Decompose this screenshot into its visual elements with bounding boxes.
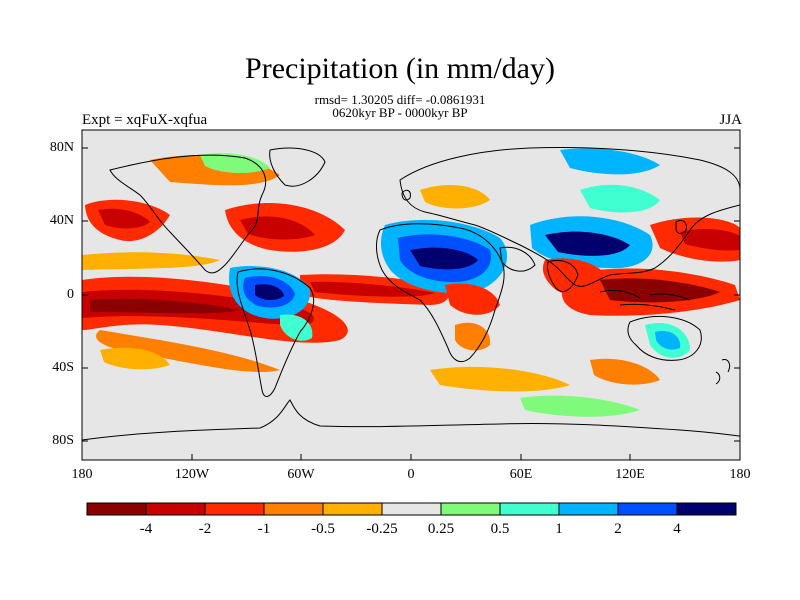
colorbar-box (381, 502, 442, 516)
southern-ocean-green (520, 395, 640, 417)
pacific-orange-south (96, 330, 280, 372)
colorbar-label: 0.25 (427, 521, 455, 537)
south-pacific-yellow (100, 347, 170, 370)
colorbar-box (322, 502, 383, 516)
lon-tick-180w: 180 (71, 467, 93, 482)
colorbar-box (440, 502, 501, 516)
maritime-dry-core (600, 278, 720, 303)
lat-tick-80n: 80N (49, 140, 74, 155)
japan-coast (675, 219, 687, 235)
lat-tick-80s: 80S (52, 433, 74, 448)
lat-tick-0: 0 (67, 287, 74, 302)
maritime-islands-coast (599, 289, 691, 311)
colorbar-label: -4 (139, 521, 153, 537)
colorbar-label: 2 (614, 521, 622, 537)
stats-period: 0620kyr BP - 0000kyr BP (332, 105, 468, 120)
south-america-coast (236, 268, 315, 397)
uk-coast (401, 189, 411, 201)
new-zealand-coast (715, 359, 731, 385)
colorbar-box (499, 502, 560, 516)
coastlines (82, 147, 740, 441)
stats-rmsd-diff: rmsd= 1.30205 diff= -0.0861931 (314, 92, 486, 107)
greenland-coast (269, 147, 326, 187)
north-asia-cyan (580, 184, 660, 213)
anomaly-fields (82, 148, 740, 417)
colorbar-box (86, 502, 147, 516)
colorbar-box (676, 502, 737, 516)
south-atlantic-orange (430, 366, 570, 392)
south-america-cyan (280, 314, 313, 341)
central-africa-dry (445, 283, 500, 315)
eurasia-coast (399, 147, 740, 287)
amazon-wet-core (255, 284, 284, 301)
stats-block: rmsd= 1.30205 diff= -0.0861931 0620kyr B… (0, 93, 800, 119)
colorbar-box (558, 502, 619, 516)
colorbar-label: -0.5 (311, 521, 335, 537)
arabia-coast (499, 246, 536, 272)
west-pacific-dry-core (680, 229, 740, 251)
lon-tick-120e: 120E (615, 467, 645, 482)
colorbar-box (617, 502, 678, 516)
lon-tick-60w: 60W (287, 467, 315, 482)
lon-tick-180e: 180 (729, 467, 751, 482)
north-america-coast (109, 154, 267, 274)
colorbar-box (145, 502, 206, 516)
pacific-dry-core (90, 298, 240, 314)
colorbar-label: 0.5 (490, 521, 510, 537)
colorbar-box (263, 502, 324, 516)
asia-wet-core (545, 231, 630, 256)
south-indian-orange (590, 358, 660, 385)
colorbar-label: -2 (198, 521, 212, 537)
colorbar-label: 4 (673, 521, 681, 537)
north-canada-green (200, 153, 270, 174)
lon-tick-0: 0 (407, 467, 415, 482)
colorbar-label: 1 (555, 521, 563, 537)
colorbar-box (204, 502, 265, 516)
season-label: JJA (719, 112, 742, 128)
pacific-yellow-north (82, 252, 220, 270)
atlantic-dry-core (310, 281, 435, 297)
colorbar (86, 502, 737, 516)
map-title: Precipitation (in mm/day) (245, 52, 555, 85)
colorbar-label: -1 (257, 521, 271, 537)
india-coast (547, 260, 579, 292)
axis-ticks (81, 147, 741, 460)
lon-tick-120w: 120W (174, 467, 210, 482)
lat-tick-40n: 40N (49, 213, 74, 228)
north-pacific-dry-core (98, 208, 150, 229)
colorbar-label: -0.25 (366, 521, 398, 537)
antarctica-coast (82, 399, 740, 441)
experiment-label: Expt = xqFuX-xqfua (82, 112, 208, 128)
lon-tick-60e: 60E (509, 467, 533, 482)
australia-coast (627, 316, 702, 361)
siberia-blue (560, 148, 660, 175)
lat-tick-40s: 40S (52, 360, 74, 375)
europe-orange (420, 185, 490, 209)
africa-coast (376, 223, 505, 363)
north-atlantic-dry-core (240, 216, 315, 240)
australia-wet-core (655, 330, 681, 350)
sahara-wet-core (410, 247, 478, 270)
